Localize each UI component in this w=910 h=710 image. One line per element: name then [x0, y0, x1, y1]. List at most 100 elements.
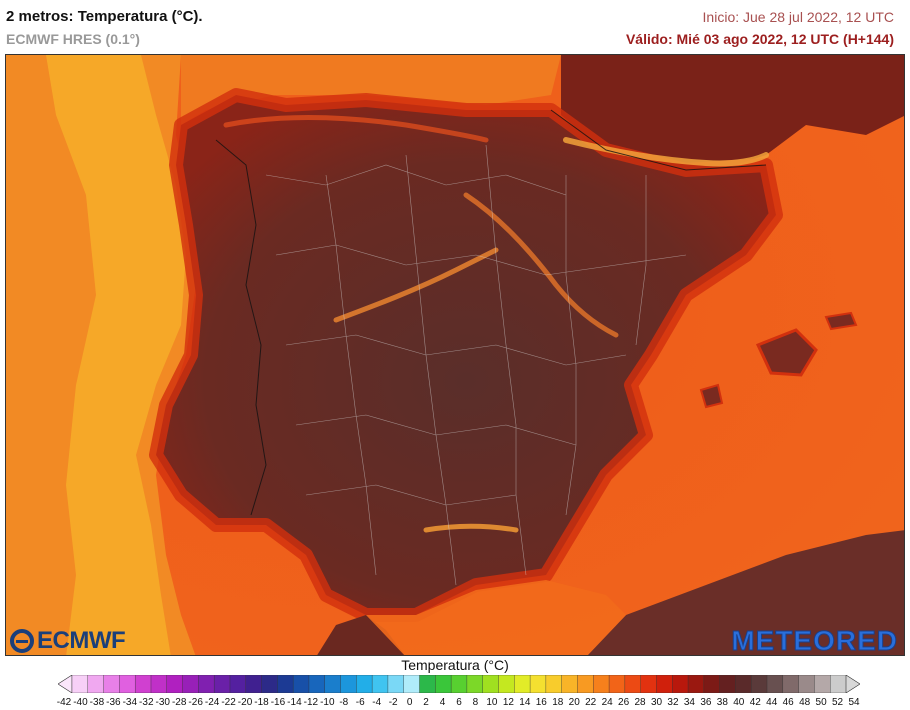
legend-tick-label: 14 [519, 697, 531, 708]
legend-tick-label: 28 [634, 697, 646, 708]
atlantic-cool-band [46, 55, 186, 655]
colorbar-swatch [719, 675, 737, 693]
colorbar-swatch [798, 675, 816, 693]
colorbar-swatch [387, 675, 405, 693]
legend-tick-label: 46 [782, 697, 794, 708]
legend-tick-label: 52 [831, 697, 844, 708]
colorbar-swatch [119, 675, 136, 693]
sierra-nevada [423, 523, 519, 533]
colorbar-swatch [608, 675, 626, 693]
colorbar-swatch [150, 675, 168, 693]
colorbar-swatch [561, 675, 579, 693]
legend-tick-label: -34 [122, 697, 138, 708]
ecmwf-logo: ECMWF [10, 627, 126, 655]
colorbar-swatch [87, 675, 105, 693]
legend-tick-label: 12 [502, 697, 514, 708]
ecmwf-logo-icon [10, 629, 34, 653]
colorbar-swatch [529, 675, 547, 693]
legend-tick-label: -26 [188, 697, 203, 708]
menorca [824, 311, 858, 331]
legend-tick-label: -10 [320, 697, 335, 708]
legend-tick-label: 50 [815, 697, 827, 708]
meteored-logo: METEORED [731, 625, 898, 656]
legend-tick-label: 16 [535, 697, 547, 708]
legend-tick-label: -6 [355, 697, 365, 708]
legend-tick-label: -14 [287, 697, 302, 708]
colorbar-swatch [245, 675, 263, 693]
legend-tick-label: -38 [89, 697, 105, 708]
colorbar-swatch [292, 675, 310, 693]
legend-tick-label: 8 [472, 697, 479, 708]
colorbar-swatch [656, 675, 673, 693]
legend-tick-label: 36 [700, 697, 712, 708]
colorbar-swatch [640, 675, 658, 693]
legend-tick-label: -20 [237, 697, 253, 708]
france-border [550, 109, 767, 171]
temperature-map[interactable]: ECMWF METEORED [5, 54, 905, 656]
legend-tick-label: -12 [303, 697, 319, 708]
legend-tick-label: 18 [552, 697, 564, 708]
colorbar-swatch [624, 675, 642, 693]
legend-tick-label: -42 [56, 697, 72, 708]
legend-tick-label: -2 [388, 697, 398, 708]
colorbar-swatch [308, 675, 326, 693]
cantabrian-range [223, 115, 489, 143]
legend-tick-label: -40 [73, 697, 88, 708]
legend-tick-label: 0 [406, 697, 413, 708]
legend-tick-label: 22 [585, 697, 597, 708]
colorbar-swatch [340, 675, 358, 693]
legend-colorbar [58, 675, 860, 693]
model-label: ECMWF HRES (0.1°) [6, 31, 140, 47]
colorbar-swatch [814, 675, 831, 693]
colorbar-swatch [450, 675, 468, 693]
pyrenees [563, 137, 769, 167]
central-system [333, 247, 499, 323]
legend-tick-label: 48 [799, 697, 811, 708]
province-lines [265, 144, 687, 586]
legend-tick-label: 40 [733, 697, 745, 708]
legend-tick-label: 34 [683, 697, 695, 708]
legend-tick-label: 6 [456, 697, 462, 708]
colorbar-swatch [371, 675, 389, 693]
colorbar-swatch [277, 675, 294, 693]
legend-tick-label: -18 [254, 697, 269, 708]
colorbar-swatch [71, 675, 89, 693]
colorbar-swatch [166, 675, 184, 693]
colorbar-swatch [213, 675, 231, 693]
iberian-system [463, 192, 619, 338]
colorbar-swatch [324, 675, 342, 693]
colorbar-swatch [103, 675, 121, 693]
legend-tick-label: 24 [601, 697, 613, 708]
legend-tick-label: 10 [486, 697, 498, 708]
colorbar-swatch [735, 675, 752, 693]
iberia-land [156, 95, 776, 615]
algeria-land [587, 530, 904, 655]
colorbar-swatch [766, 675, 784, 693]
legend-ticks: -42 -40 -38 -36 -34 -32 -30 -28 -26 -24 -22 -20 -18-… [57, 697, 860, 709]
ecmwf-logo-text: ECMWF [37, 627, 126, 654]
legend-tick-label: -30 [155, 697, 170, 708]
portugal-border [215, 139, 267, 516]
colorbar-swatch [751, 675, 768, 693]
legend-tick-label: -8 [339, 697, 349, 708]
run-time: Inicio: Jue 28 jul 2022, 12 UTC [702, 9, 894, 25]
legend-tick-label: 4 [439, 697, 446, 708]
colorbar-swatch [229, 675, 247, 693]
mallorca [755, 328, 818, 377]
valid-time: Válido: Mié 03 ago 2022, 12 UTC (H+144) [625, 31, 894, 47]
colorbar-arrow-high [845, 675, 860, 693]
colorbar-swatch [419, 675, 437, 693]
legend-tick-label: 54 [848, 697, 860, 708]
legend-tick-label: -28 [171, 697, 187, 708]
biscay-sea [181, 55, 561, 125]
north-africa-land [317, 615, 405, 655]
legend-tick-label: 42 [749, 697, 761, 708]
legend-tick-label: -22 [221, 697, 236, 708]
legend-tick-label: 2 [423, 697, 429, 708]
legend-tick-label: 20 [568, 697, 580, 708]
legend-tick-label: 44 [766, 697, 778, 708]
legend-tick-label: -32 [139, 697, 154, 708]
colorbar-swatch [198, 675, 215, 693]
legend-tick-label: 26 [618, 697, 630, 708]
ibiza [699, 383, 724, 409]
